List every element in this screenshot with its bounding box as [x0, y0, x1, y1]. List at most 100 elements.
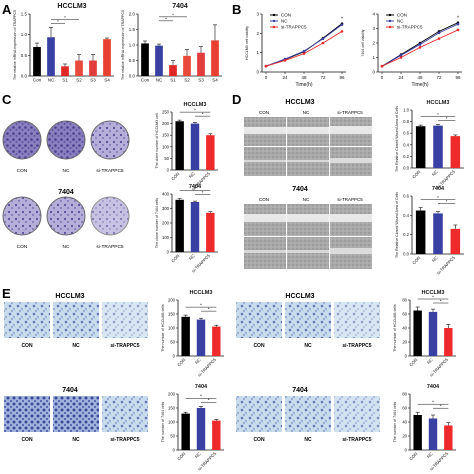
series-line-con: [265, 23, 343, 67]
wound-gap: [330, 126, 372, 134]
x-tick-label: S3: [90, 78, 96, 83]
legend-label: CON: [281, 13, 291, 18]
x-tick-label: 0: [381, 75, 384, 80]
data-point: [456, 28, 460, 32]
well-label: CON: [17, 244, 28, 250]
transwell-image-si: [102, 396, 148, 432]
sig-mark: *: [440, 298, 442, 303]
transwell-image-si: [334, 302, 380, 338]
y-tick-label: 250: [162, 110, 170, 115]
legend-label: si-TRAPPC5: [397, 25, 423, 30]
y-tick-label: 4: [372, 12, 375, 17]
x-tick-label: Con: [141, 78, 150, 83]
sig-mark: *: [202, 112, 204, 117]
wound-gap: [287, 127, 329, 134]
colony-title-7404: 7404: [58, 189, 74, 196]
transwell-label: si-TRAPPC5: [110, 437, 139, 443]
x-tick-label: NC: [426, 451, 434, 459]
x-tick-label: S4: [212, 78, 218, 83]
bar-s1: [61, 66, 69, 76]
y-tick-label: 3: [372, 26, 375, 31]
x-tick-label: Con: [33, 78, 42, 83]
y-tick-label: 40: [402, 420, 407, 425]
x-tick-label: S1: [62, 78, 68, 83]
wound-gap: [287, 214, 329, 222]
legend-label: NC: [281, 19, 288, 24]
y-tick-label: 60: [402, 406, 407, 411]
data-point: [340, 30, 344, 33]
sig-mark: *: [165, 16, 167, 21]
transwell-label: NC: [72, 437, 80, 443]
bar-s4: [211, 40, 219, 76]
y-tick-label: 80: [402, 298, 407, 303]
wound-col-label: NC: [303, 197, 310, 202]
y-tick-label: 1.5: [129, 27, 136, 32]
y-tick-label: 0.0: [129, 74, 136, 79]
y-tick-label: 0: [256, 70, 259, 75]
bar-nc: [433, 213, 443, 254]
chart-e-hccm3-mig: 0 20 40 60 80 The number of HCCLM3 cells CON NC…: [393, 290, 456, 377]
chart-title: HCCLM3: [427, 100, 450, 106]
x-tick-label: NC: [156, 78, 163, 83]
data-point: [380, 64, 384, 68]
wound-col-label: si-TRAPPC5: [337, 110, 363, 115]
chart-a-7404: 0.0 0.5 1.0 1.5 2.0 The relative mRNA express…: [121, 3, 222, 83]
legend-marker: [272, 19, 276, 23]
y-tick-label: 0: [173, 448, 176, 453]
bar-si-trappc5: [212, 420, 221, 450]
x-tick-label: 96: [339, 75, 345, 80]
y-tick-label: 200: [168, 392, 176, 397]
y-tick-label: 50: [170, 340, 175, 345]
transwell-title: HCCLM3: [285, 293, 314, 300]
bar-nc: [155, 45, 163, 76]
well-label: si-TRAPPC5: [96, 168, 124, 174]
bar-con: [415, 210, 426, 254]
wound-col-label: CON: [259, 197, 269, 202]
transwell-image-nc: [53, 302, 99, 338]
data-point: [418, 46, 422, 49]
bar-s2: [183, 55, 191, 76]
bar-con: [181, 316, 190, 356]
y-tick-label: 150: [168, 312, 176, 317]
y-tick-label: 50: [164, 156, 169, 161]
wound-gap: [244, 160, 286, 162]
transwell-image-nc: [53, 396, 99, 432]
bar-con: [33, 46, 41, 76]
y-tick-label: 0.5: [21, 53, 28, 58]
y-tick-label: 0: [167, 250, 170, 255]
legend-marker: [388, 19, 392, 23]
series-line-si-trappc5: [265, 31, 343, 67]
data-point: [283, 59, 287, 62]
wound-col-label: CON: [259, 110, 269, 115]
data-point: [437, 31, 441, 35]
transwell-label: NC: [72, 343, 80, 349]
y-axis-label: 7404 cell viability: [361, 29, 365, 56]
y-tick-label: 0.6: [403, 194, 409, 199]
y-axis-label: The number of 7404 cells: [393, 402, 397, 443]
y-tick-label: 400: [162, 192, 170, 197]
transwell-block-1: HCCLM3 CON NC si-TRAPPC5: [4, 293, 148, 349]
chart-title: 7404: [189, 184, 202, 190]
x-tick-label: S2: [184, 78, 190, 83]
y-tick-label: 0.0: [21, 74, 28, 79]
x-tick-label: S1: [170, 78, 176, 83]
chart-title: HCCLM3: [422, 290, 445, 296]
wound-gap: [244, 250, 286, 253]
y-axis-label: The number of HCCLM3 cells: [161, 304, 165, 352]
y-axis-label: The clone number of HCCLM3 cell: [155, 113, 159, 168]
y-tick-label: 1.0: [21, 32, 28, 37]
sig-mark: *: [200, 303, 202, 308]
transwell-label: CON: [21, 437, 33, 443]
transwell-image-nc: [285, 302, 331, 338]
chart-title: 7404: [432, 186, 445, 192]
x-tick-label: 72: [320, 75, 326, 80]
bar-s1: [169, 65, 177, 76]
transwell-title: 7404: [62, 387, 78, 394]
chart-e-7404-inv: 0 50 100 150 200 The number of 7404 cells CON N…: [161, 384, 224, 471]
x-tick-label: si-TRAPPC5: [436, 255, 457, 276]
y-tick-label: 50: [170, 434, 175, 439]
transwell-block-4: 7404 CON NC si-TRAPPC5: [236, 387, 380, 443]
bar-con: [175, 121, 184, 170]
y-tick-label: 0.4: [403, 213, 409, 218]
